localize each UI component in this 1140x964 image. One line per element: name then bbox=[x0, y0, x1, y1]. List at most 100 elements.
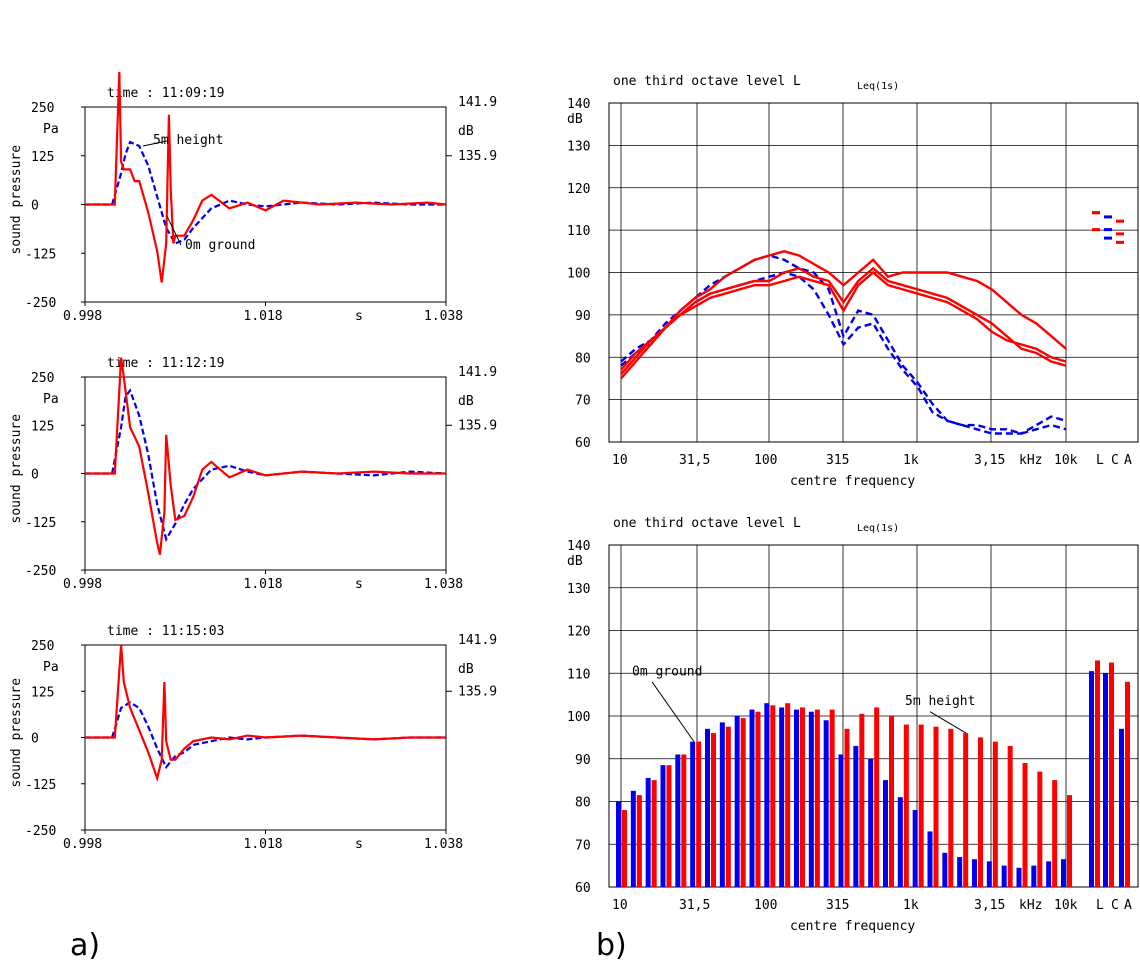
y-axis-label: sound pressure bbox=[9, 414, 24, 524]
red-bar bbox=[859, 713, 865, 887]
right-tick-label: 135.9 bbox=[458, 684, 497, 699]
y-tick-label: 130 bbox=[567, 582, 590, 597]
red-bar bbox=[681, 754, 687, 887]
x-tick-label: 31,5 bbox=[679, 898, 710, 913]
x-tick-label: 100 bbox=[754, 898, 777, 913]
red-bar bbox=[1067, 795, 1072, 887]
red-bar bbox=[770, 705, 776, 887]
blue-bar bbox=[764, 703, 770, 887]
lca-red-bar bbox=[1109, 662, 1114, 887]
lca-red-bar bbox=[1095, 660, 1100, 887]
blue-bar bbox=[957, 857, 963, 887]
lca-mark bbox=[1104, 215, 1112, 219]
y-unit: Pa bbox=[43, 392, 59, 407]
annotation-leader bbox=[929, 711, 967, 734]
x-tick-label: 1k bbox=[903, 898, 919, 913]
y-tick-label: 110 bbox=[567, 224, 590, 239]
right-unit: dB bbox=[458, 124, 474, 139]
y-tick-label: 120 bbox=[567, 182, 590, 197]
x-tick-label: C bbox=[1111, 453, 1119, 468]
blue-bar bbox=[705, 728, 710, 887]
x-tick-label: 3,15 bbox=[974, 453, 1005, 468]
y-tick-label: 140 bbox=[567, 97, 590, 112]
y-tick-label: 90 bbox=[575, 309, 591, 324]
x-tick-label: 0.998 bbox=[63, 577, 102, 592]
red-bar bbox=[651, 780, 657, 887]
red-bar bbox=[666, 765, 672, 887]
x-tick-label: 0.998 bbox=[63, 837, 102, 852]
x-tick-label: 10k bbox=[1054, 898, 1078, 913]
lca-mark bbox=[1116, 240, 1124, 244]
red-bar bbox=[636, 795, 642, 887]
blue-bar bbox=[1046, 861, 1052, 887]
annotation-5m-height: 5m height bbox=[905, 694, 975, 709]
x-tick-label: 315 bbox=[826, 898, 849, 913]
y-tick-label: 0 bbox=[31, 199, 39, 214]
blue-bar bbox=[660, 765, 666, 887]
y-tick-label: -125 bbox=[25, 247, 56, 262]
y-tick-label: -125 bbox=[25, 778, 56, 793]
x-tick-label: 31,5 bbox=[679, 453, 710, 468]
red-bar bbox=[740, 718, 746, 887]
y-tick-label: 60 bbox=[575, 436, 591, 451]
x-tick-label: A bbox=[1124, 898, 1132, 913]
time-label: time : 11:12:19 bbox=[107, 356, 224, 371]
y-unit: dB bbox=[567, 554, 583, 569]
y-tick-label: 140 bbox=[567, 539, 590, 554]
red-spectrum-line bbox=[620, 266, 1067, 375]
annotation-leader bbox=[142, 140, 168, 147]
lca-mark bbox=[1116, 219, 1124, 223]
chart-title-sub: Leq(1s) bbox=[857, 81, 899, 92]
x-tick-label: 3,15 bbox=[974, 898, 1005, 913]
time-label: time : 11:15:03 bbox=[107, 624, 224, 639]
y-tick-label: 80 bbox=[575, 796, 591, 811]
x-tick-label: 10 bbox=[612, 898, 628, 913]
blue-bar bbox=[749, 709, 755, 887]
y-axis-label: sound pressure bbox=[9, 678, 24, 788]
right-tick-label: 135.9 bbox=[458, 149, 497, 164]
y-tick-label: 125 bbox=[31, 150, 54, 165]
blue-bar bbox=[808, 711, 814, 887]
x-axis-label: centre frequency bbox=[790, 919, 915, 934]
y-tick-label: 0 bbox=[31, 468, 39, 483]
blue-bar bbox=[645, 777, 651, 887]
red-bar bbox=[978, 737, 983, 887]
right-tick-label: 141.9 bbox=[458, 365, 497, 380]
blue-bar bbox=[675, 754, 681, 887]
lca-mark bbox=[1104, 228, 1112, 232]
red-bar bbox=[814, 709, 820, 887]
red-bar bbox=[829, 709, 835, 887]
blue-bar bbox=[794, 709, 799, 887]
red-spectrum-line bbox=[620, 270, 1067, 371]
x-tick-label: L bbox=[1096, 453, 1104, 468]
lca-mark bbox=[1104, 236, 1112, 240]
lca-red-bar bbox=[1125, 681, 1130, 887]
blue-trace bbox=[85, 140, 446, 245]
lca-blue-bar bbox=[1103, 673, 1108, 887]
red-bar bbox=[725, 726, 731, 887]
blue-bar bbox=[897, 797, 903, 887]
red-bar bbox=[903, 724, 909, 887]
right-tick-label: 135.9 bbox=[458, 418, 497, 433]
y-tick-label: 125 bbox=[31, 685, 54, 700]
red-bar bbox=[1037, 771, 1043, 887]
blue-spectrum-line bbox=[620, 271, 1067, 435]
y-tick-label: -250 bbox=[25, 824, 56, 839]
annotation-0m-ground: 0m ground bbox=[185, 238, 255, 253]
y-axis-label: sound pressure bbox=[9, 145, 24, 255]
red-bar bbox=[948, 728, 954, 887]
red-trace bbox=[85, 357, 446, 555]
red-trace bbox=[85, 71, 447, 283]
red-bar bbox=[992, 741, 998, 887]
y-tick-label: 125 bbox=[31, 419, 54, 434]
y-tick-label: 250 bbox=[31, 371, 54, 386]
y-tick-label: 250 bbox=[31, 101, 54, 116]
x-tick-label: 100 bbox=[754, 453, 777, 468]
blue-bar bbox=[942, 852, 948, 887]
blue-bar bbox=[1016, 867, 1022, 887]
x-tick-label: 1.018 bbox=[244, 309, 283, 324]
panel-label-b: b) bbox=[596, 928, 627, 959]
y-unit: dB bbox=[567, 112, 583, 127]
red-bar bbox=[1007, 745, 1013, 887]
lca-mark bbox=[1116, 232, 1124, 236]
